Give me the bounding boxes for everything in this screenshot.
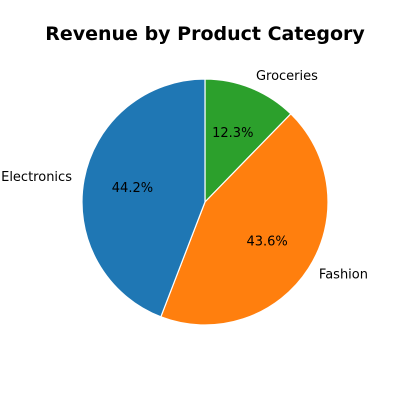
pie-slices: [81, 78, 329, 326]
slice-percent-fashion: 43.6%: [246, 234, 287, 249]
slice-label-groceries: Groceries: [256, 69, 318, 84]
pie-slice-groceries: [204, 78, 292, 203]
pie-labels: Groceries 12.3% Fashion 43.6% Electronics 44.…: [1, 69, 368, 282]
slice-label-electronics: Electronics: [1, 170, 72, 185]
chart-title: Revenue by Product Category: [45, 23, 365, 45]
slice-percent-electronics: 44.2%: [112, 181, 153, 196]
slice-percent-groceries: 12.3%: [212, 126, 253, 141]
pie-slice-fashion: [160, 113, 329, 326]
slice-label-fashion: Fashion: [319, 267, 368, 282]
pie-slice-electronics: [81, 78, 206, 318]
